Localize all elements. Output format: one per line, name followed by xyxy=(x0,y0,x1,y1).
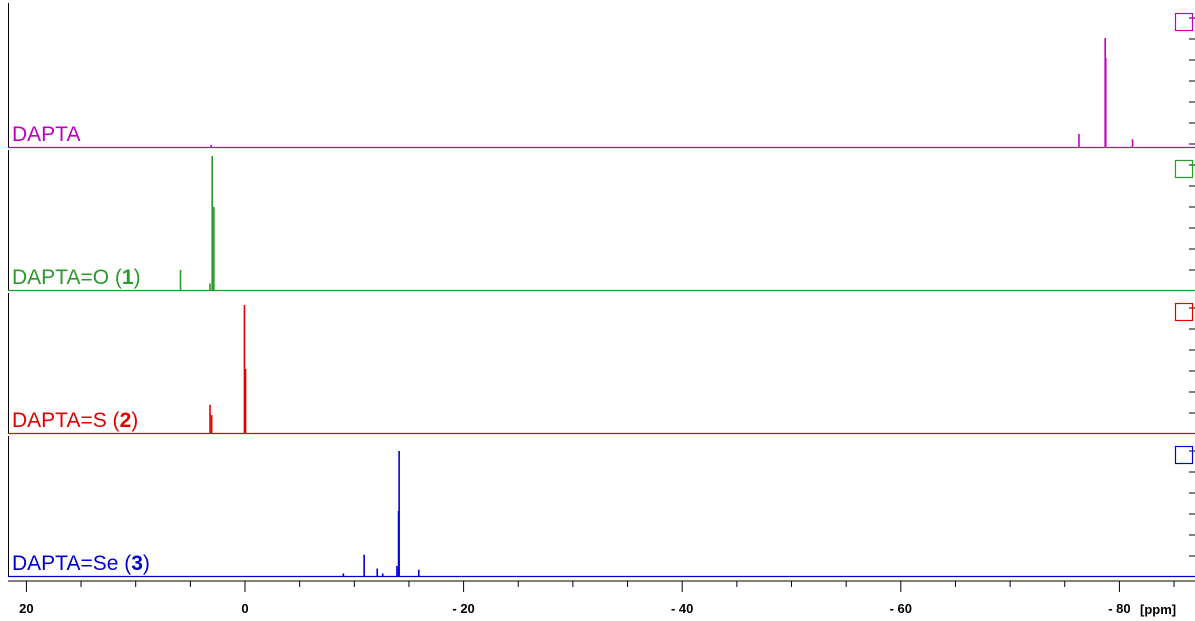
x-unit-label: [ppm] xyxy=(1140,602,1176,617)
x-tick-label: 20 xyxy=(19,601,33,616)
panel-marker-square xyxy=(1174,159,1194,179)
x-tick-label: - 20 xyxy=(452,601,474,616)
spectrum-panel: DAPTA=Se (3) xyxy=(8,436,1195,578)
panel-marker-square xyxy=(1174,445,1194,465)
series-label-text: DAPTA xyxy=(12,123,80,146)
x-axis: [ppm] 20 0 - 20 - 40 - 60 - 80 xyxy=(8,580,1195,617)
series-label: DAPTA=S (2) xyxy=(12,409,138,432)
x-tick-label: - 60 xyxy=(890,601,912,616)
series-label-text: DAPTA=S ( xyxy=(12,409,120,432)
right-ruler xyxy=(1189,17,1195,557)
x-tick-label: - 80 xyxy=(1108,601,1130,616)
series-label-text: DAPTA=O ( xyxy=(12,266,122,289)
series-label-close: ) xyxy=(134,266,141,289)
series-label: DAPTA=Se (3) xyxy=(12,552,150,575)
series-label: DAPTA=O (1) xyxy=(12,266,141,289)
series-label-close: ) xyxy=(143,552,150,575)
series-label-number: 2 xyxy=(120,409,132,432)
series-label-text: DAPTA=Se ( xyxy=(12,552,131,575)
spectrum-panel: DAPTA=O (1) xyxy=(8,150,1195,292)
x-tick-label: - 40 xyxy=(671,601,693,616)
panel-marker-square xyxy=(1174,302,1194,322)
series-label: DAPTA xyxy=(12,123,80,146)
spectrum-panel: DAPTA xyxy=(8,3,1195,149)
series-label-number: 1 xyxy=(122,266,134,289)
x-tick-label: 0 xyxy=(241,601,248,616)
panel-marker-square xyxy=(1174,12,1194,32)
spectrum-panel: DAPTA=S (2) xyxy=(8,293,1195,435)
series-label-number: 3 xyxy=(131,552,143,575)
series-label-close: ) xyxy=(131,409,138,432)
